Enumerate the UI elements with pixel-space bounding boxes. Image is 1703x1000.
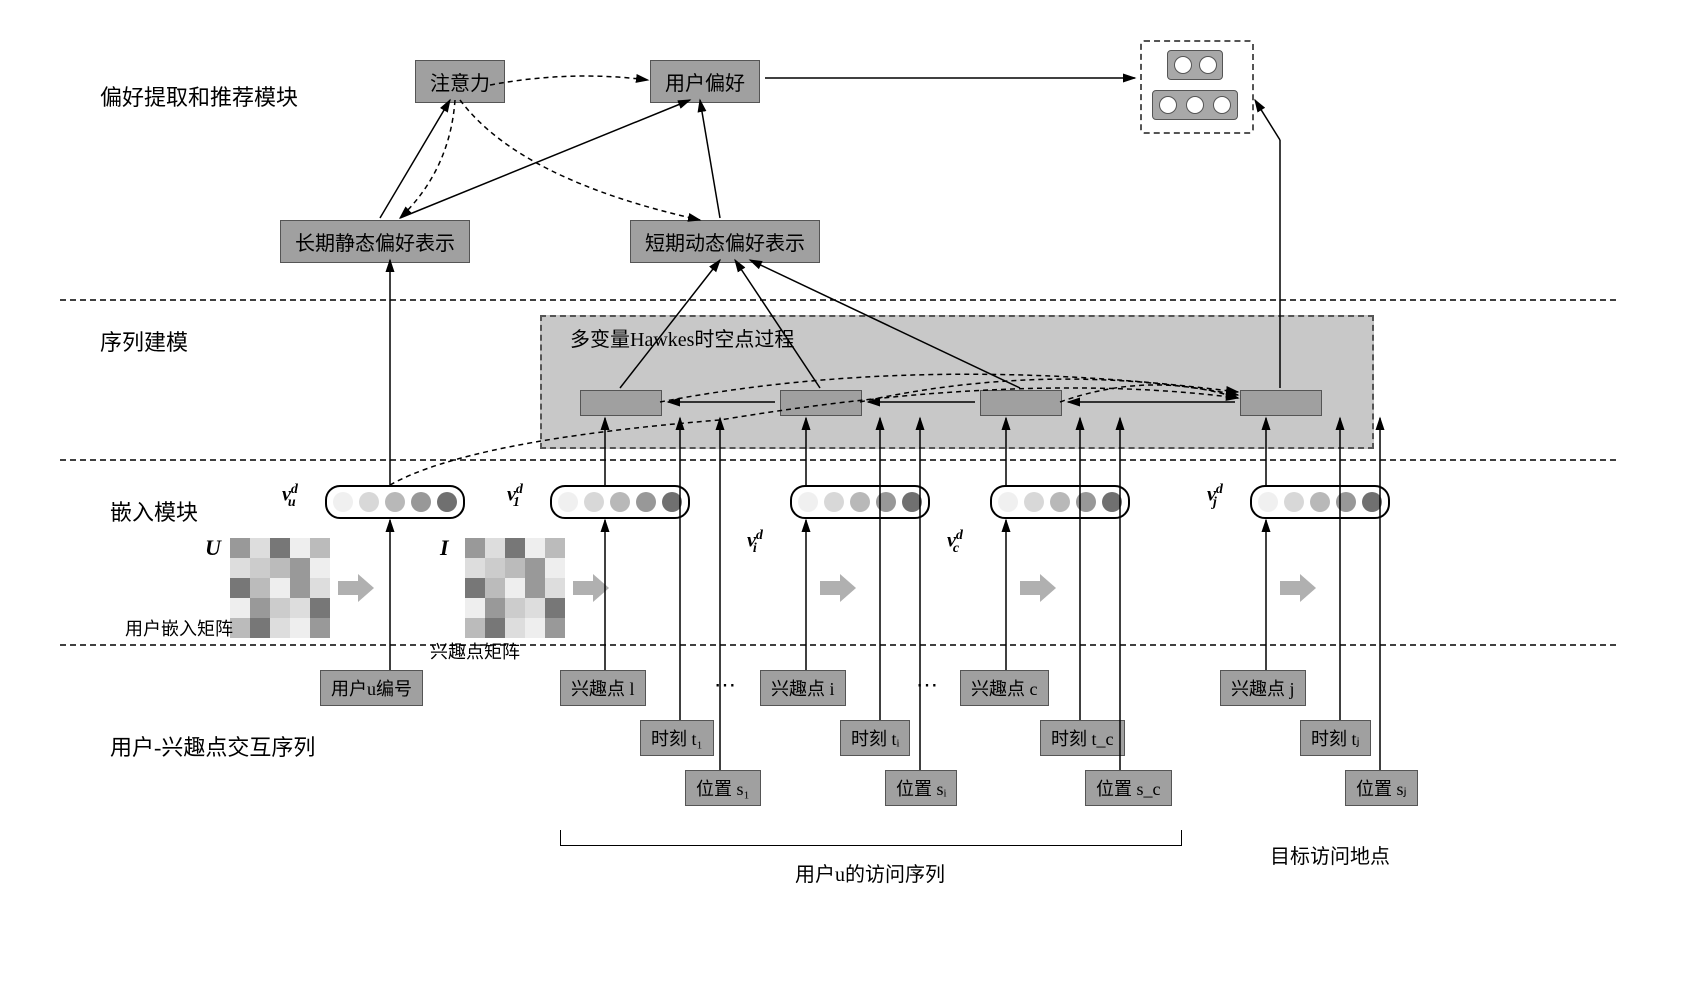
embed-dot-icon (636, 492, 656, 512)
label-target: 目标访问地点 (1270, 840, 1390, 869)
circle-icon (1213, 96, 1231, 114)
output-box (1140, 40, 1254, 134)
embed-dot-icon (584, 492, 604, 512)
mat-label-I: I (440, 535, 449, 561)
label-seq-model: 序列建模 (100, 325, 188, 357)
embed-dot-icon (385, 492, 405, 512)
bracket-seq (560, 830, 1182, 846)
embed-dot-icon (662, 492, 682, 512)
embed-dot-icon (1284, 492, 1304, 512)
box-poi-j: 兴趣点 j (1220, 670, 1306, 706)
box-poi-c: 兴趣点 c (960, 670, 1049, 706)
label-user-seq: 用户u的访问序列 (795, 858, 945, 887)
embed-dot-icon (1050, 492, 1070, 512)
box-long-pref: 长期静态偏好表示 (280, 220, 470, 263)
mat-caption-poi: 兴趣点矩阵 (430, 638, 520, 664)
box-short-pref: 短期动态偏好表示 (630, 220, 820, 263)
gray-arrow-head-icon (840, 574, 856, 602)
box-poi-1: 兴趣点 l (560, 670, 646, 706)
box-attention: 注意力 (415, 60, 505, 103)
embed-dot-icon (1310, 492, 1330, 512)
gray-arrow-icon (573, 581, 593, 595)
embed-vj (1250, 485, 1390, 519)
circle-icon (1174, 56, 1192, 74)
ellipsis-1: ⋯ (714, 672, 736, 698)
embed-dot-icon (998, 492, 1018, 512)
embed-dot-icon (1258, 492, 1278, 512)
gray-arrow-head-icon (593, 574, 609, 602)
mat-caption-user: 用户嵌入矩阵 (125, 615, 233, 641)
gray-arrow-icon (820, 581, 840, 595)
hawkes-slot-1 (580, 390, 662, 416)
diagram-root: 偏好提取和推荐模块 序列建模 嵌入模块 用户-兴趣点交互序列 注意力 用户偏好 … (20, 20, 1640, 980)
vec-label-vi: vdi (747, 528, 757, 557)
output-inner-bottom (1152, 90, 1238, 120)
embed-dot-icon (1076, 492, 1096, 512)
box-time-j: 时刻 tⱼ (1300, 720, 1371, 756)
embed-vu (325, 485, 465, 519)
vec-label-vu: vdu (282, 482, 296, 511)
hawkes-slot-i (780, 390, 862, 416)
vec-label-vc: vdc (947, 528, 959, 557)
vec-label-v1: vd1 (507, 482, 520, 511)
box-loc-j: 位置 sⱼ (1345, 770, 1418, 806)
embed-vi (790, 485, 930, 519)
embed-dot-icon (1336, 492, 1356, 512)
box-poi-i: 兴趣点 i (760, 670, 846, 706)
label-pref-module: 偏好提取和推荐模块 (100, 80, 298, 112)
gray-arrow-head-icon (1040, 574, 1056, 602)
label-embed-module: 嵌入模块 (110, 495, 198, 527)
gray-arrow-icon (338, 581, 358, 595)
hawkes-slot-c (980, 390, 1062, 416)
box-loc-i: 位置 sᵢ (885, 770, 957, 806)
embed-dot-icon (1102, 492, 1122, 512)
gray-arrow-head-icon (1300, 574, 1316, 602)
embed-dot-icon (333, 492, 353, 512)
embed-dot-icon (610, 492, 630, 512)
embed-dot-icon (558, 492, 578, 512)
output-inner-top (1167, 50, 1223, 80)
circle-icon (1186, 96, 1204, 114)
vec-label-vj: vdj (1207, 482, 1217, 511)
gray-arrow-head-icon (358, 574, 374, 602)
embed-v1 (550, 485, 690, 519)
embed-dot-icon (876, 492, 896, 512)
hawkes-slot-j (1240, 390, 1322, 416)
circle-icon (1159, 96, 1177, 114)
embed-dot-icon (850, 492, 870, 512)
hawkes-label: 多变量Hawkes时空点过程 (570, 323, 794, 352)
circle-icon (1199, 56, 1217, 74)
embed-dot-icon (798, 492, 818, 512)
matrix-U (230, 538, 330, 638)
box-time-1: 时刻 t₁ (640, 720, 714, 756)
gray-arrow-icon (1020, 581, 1040, 595)
box-loc-c: 位置 s_c (1085, 770, 1172, 806)
box-user-id: 用户u编号 (320, 670, 423, 706)
embed-dot-icon (411, 492, 431, 512)
box-user-pref: 用户偏好 (650, 60, 760, 103)
box-time-i: 时刻 tᵢ (840, 720, 910, 756)
embed-dot-icon (359, 492, 379, 512)
embed-dot-icon (1024, 492, 1044, 512)
box-loc-1: 位置 s₁ (685, 770, 761, 806)
label-interact-seq: 用户-兴趣点交互序列 (110, 730, 315, 762)
embed-dot-icon (824, 492, 844, 512)
matrix-I (465, 538, 565, 638)
embed-dot-icon (437, 492, 457, 512)
gray-arrow-icon (1280, 581, 1300, 595)
mat-label-U: U (205, 535, 221, 561)
embed-dot-icon (1362, 492, 1382, 512)
embed-vc (990, 485, 1130, 519)
embed-dot-icon (902, 492, 922, 512)
ellipsis-2: ⋯ (916, 672, 938, 698)
box-time-c: 时刻 t_c (1040, 720, 1125, 756)
